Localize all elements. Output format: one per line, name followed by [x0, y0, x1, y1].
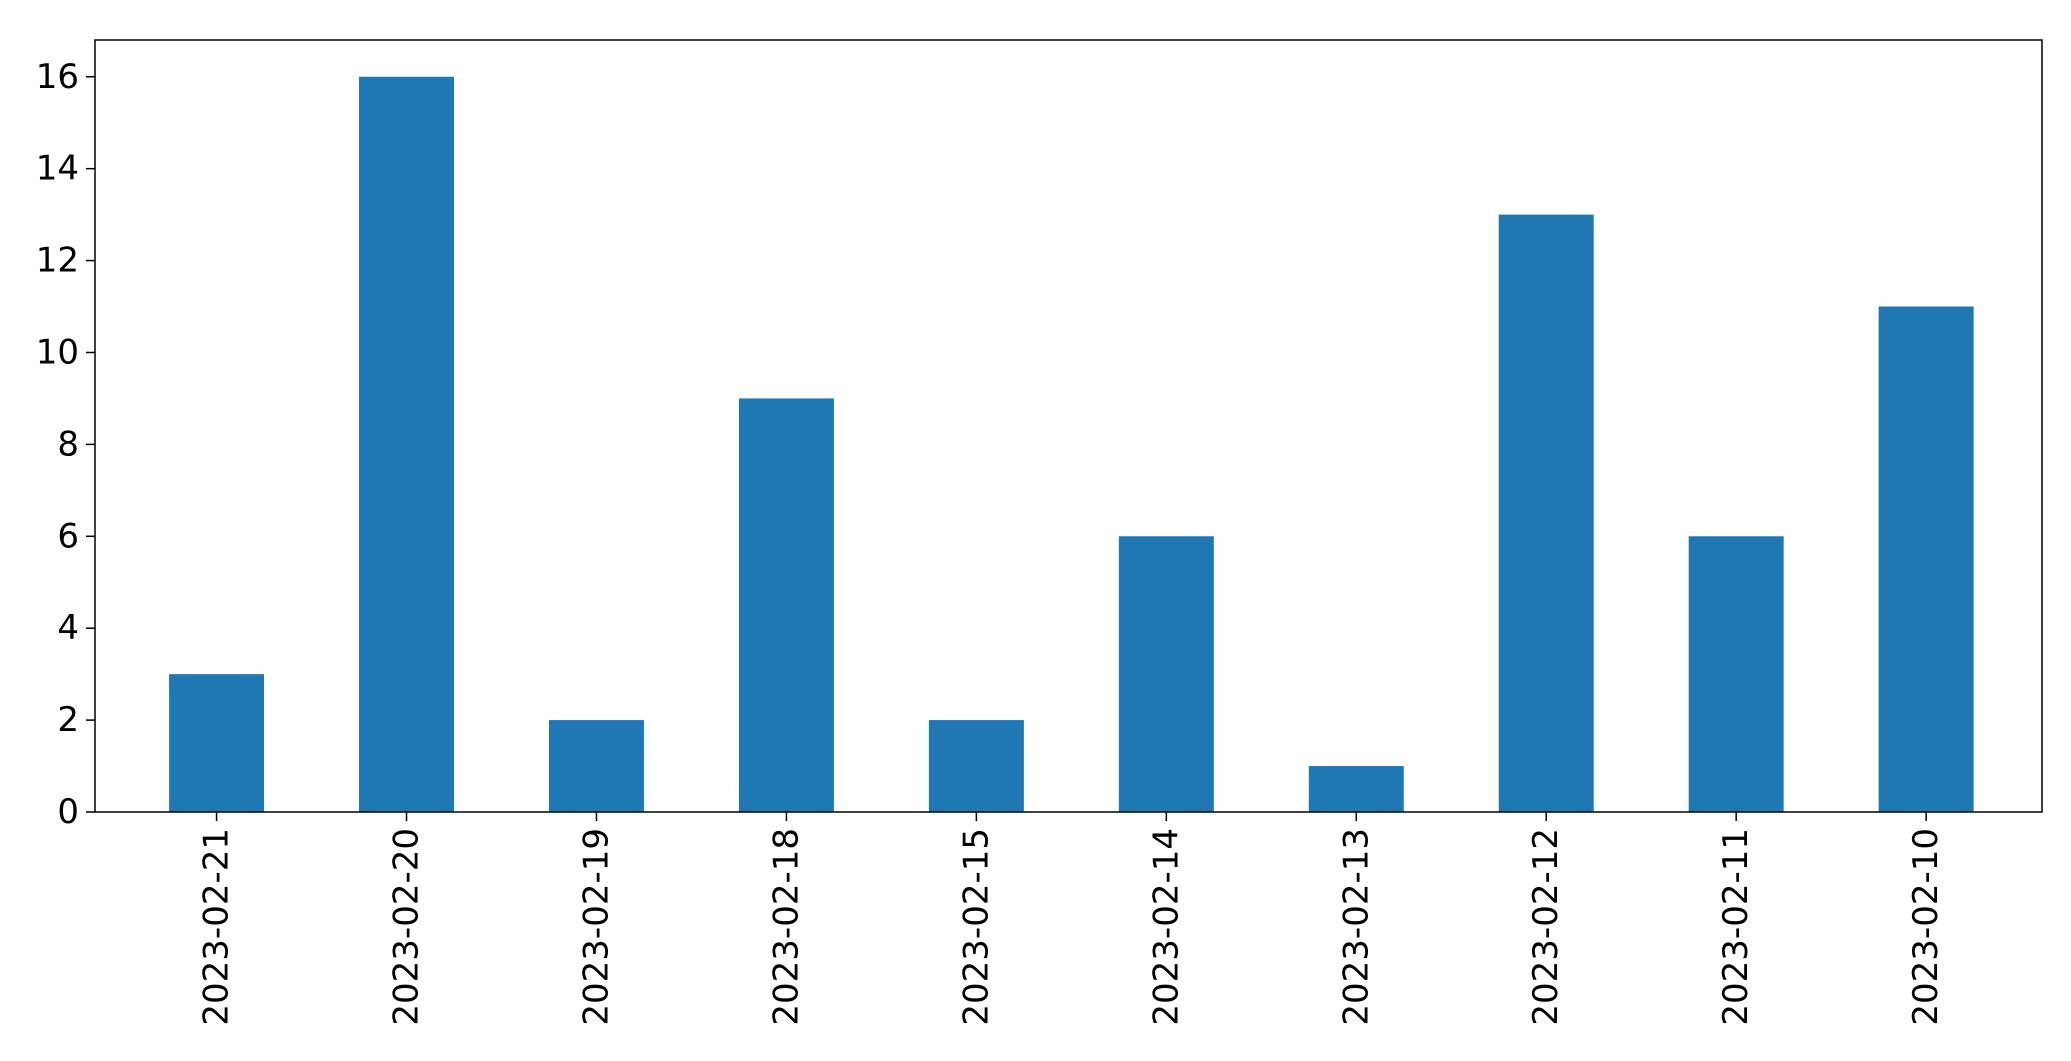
y-tick-label: 2 — [57, 700, 79, 740]
x-tick-label: 2023-02-21 — [197, 828, 237, 1026]
y-tick-label: 10 — [36, 332, 79, 372]
bar-2023-02-11 — [1688, 536, 1784, 812]
bar-2023-02-18 — [738, 398, 834, 812]
bar-2023-02-13 — [1308, 766, 1404, 812]
y-tick-label: 16 — [36, 57, 79, 97]
bar-2023-02-21 — [169, 674, 265, 812]
x-tick-label: 2023-02-13 — [1336, 828, 1376, 1026]
bar-2023-02-19 — [548, 720, 644, 812]
y-tick-label: 6 — [57, 516, 79, 556]
bar-2023-02-10 — [1878, 306, 1974, 812]
y-axis: 0 2 4 6 8 10 12 14 16 — [36, 57, 95, 832]
x-tick-label: 2023-02-10 — [1906, 828, 1946, 1026]
x-tick-label: 2023-02-14 — [1146, 828, 1186, 1026]
bar-2023-02-15 — [928, 720, 1024, 812]
bar-2023-02-20 — [359, 76, 455, 812]
y-tick-label: 14 — [36, 149, 79, 189]
bar-2023-02-12 — [1498, 214, 1594, 812]
x-tick-label: 2023-02-19 — [576, 828, 616, 1026]
x-tick-label: 2023-02-11 — [1716, 828, 1756, 1026]
bars-group — [169, 76, 1974, 812]
x-tick-label: 2023-02-12 — [1526, 828, 1566, 1026]
y-tick-label: 8 — [57, 424, 79, 464]
x-tick-label: 2023-02-20 — [387, 828, 427, 1026]
x-tick-label: 2023-02-15 — [956, 828, 996, 1026]
plot-frame — [94, 39, 2043, 813]
y-tick-label: 0 — [57, 792, 79, 832]
y-tick-label: 12 — [36, 241, 79, 281]
y-tick-label: 4 — [57, 608, 79, 648]
bar-2023-02-14 — [1118, 536, 1214, 812]
x-tick-label: 2023-02-18 — [766, 828, 806, 1026]
x-axis: 2023-02-21 2023-02-20 2023-02-19 2023-02-18… — [197, 812, 1946, 1026]
